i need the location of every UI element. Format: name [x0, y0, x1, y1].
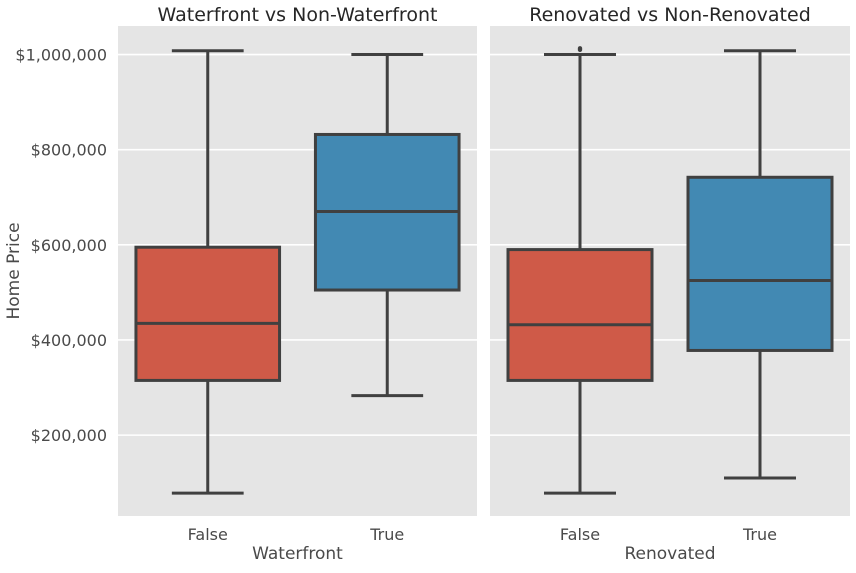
outlier-point [577, 46, 583, 51]
box-false [134, 245, 282, 382]
panel-title-1: Waterfront vs Non-Waterfront [158, 4, 438, 26]
x-tick-label: False [560, 525, 600, 544]
panel-title-2: Renovated vs Non-Renovated [529, 4, 811, 26]
x-axis-label-1: Waterfront [252, 544, 343, 564]
x-tick-label: True [369, 525, 404, 544]
box-false [506, 248, 654, 382]
y-tick-label: $600,000 [31, 236, 107, 255]
y-tick-label: $1,000,000 [15, 46, 107, 65]
x-axis-label-2: Renovated [624, 544, 715, 564]
x-tick-label: True [742, 525, 777, 544]
x-tick-label: False [188, 525, 228, 544]
y-tick-label: $800,000 [31, 141, 107, 160]
y-tick-label: $200,000 [31, 426, 107, 445]
y-tick-label: $400,000 [31, 331, 107, 350]
box-true [686, 175, 834, 352]
y-axis-label: Home Price [4, 222, 24, 319]
